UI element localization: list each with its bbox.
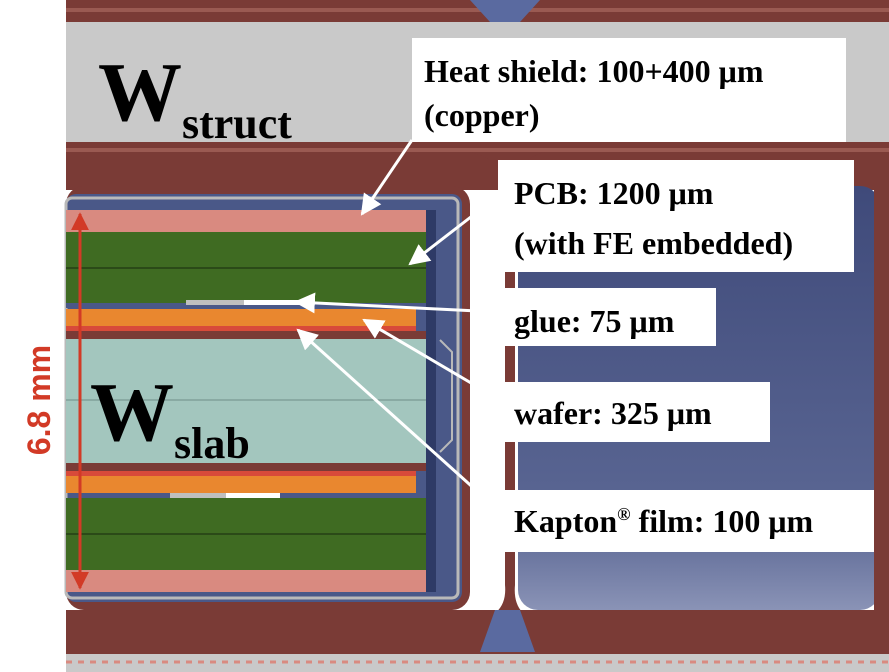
w-struct-main-label: W (98, 46, 182, 139)
w-slab-frame-bottom (66, 463, 426, 471)
wafer-callout (500, 382, 770, 442)
right-wall (874, 152, 889, 622)
pcb-callout (498, 160, 854, 272)
w-slab-plate (66, 339, 426, 463)
upper-kapton (66, 326, 416, 331)
heat-shield-callout (412, 38, 846, 142)
kapton-registered-mark: ® (617, 504, 630, 524)
kapton-label: Kapton® film: 100 μm (514, 503, 813, 539)
side-shell-bend (439, 339, 453, 453)
glue-callout (498, 288, 716, 346)
bottom-frame-notch (480, 610, 535, 652)
heat-shield-arrow (360, 139, 414, 216)
lower-glue (66, 476, 416, 493)
upper-gap (66, 303, 426, 308)
side-connector (426, 210, 436, 592)
wafer-label: wafer: 325 μm (514, 395, 712, 431)
upper-glue (66, 309, 416, 326)
heat-shield-label-line1: Heat shield: 100+400 μm (424, 53, 764, 89)
kapton-name: Kapton (514, 503, 617, 539)
upper-glue-dot-a (186, 300, 244, 305)
kapton-callout (498, 490, 874, 552)
glue-label: glue: 75 μm (514, 303, 675, 339)
w-struct-subscript: struct (182, 99, 292, 148)
kapton-rest: film: 100 μm (631, 503, 814, 539)
top-frame-notch (470, 0, 540, 22)
kapton-arrow (296, 328, 500, 512)
lower-glue-dot-a (170, 493, 226, 498)
left-margin (0, 0, 66, 672)
mid-frame-edge (66, 148, 889, 152)
w-slab-subscript: slab (174, 419, 250, 468)
lower-glue-dot-b (226, 493, 280, 498)
lower-heat-shield (66, 570, 426, 592)
heat-shield-label-line2: (copper) (424, 97, 540, 133)
pcb-label-line1: PCB: 1200 μm (514, 175, 714, 211)
upper-heat-shield (66, 210, 426, 232)
bottom-frame (66, 610, 889, 654)
top-frame-edge (66, 8, 889, 12)
upper-glue-dot-b (244, 300, 300, 305)
pcb-arrow (408, 194, 499, 266)
wafer-arrow (362, 318, 501, 402)
w-slab-frame-top (66, 331, 426, 339)
glue-arrow (293, 292, 499, 314)
lower-kapton (66, 471, 416, 476)
dimension-label: 6.8 mm (21, 345, 57, 455)
w-slab-main-label: W (90, 366, 174, 459)
pcb-label-line2: (with FE embedded) (514, 225, 793, 261)
